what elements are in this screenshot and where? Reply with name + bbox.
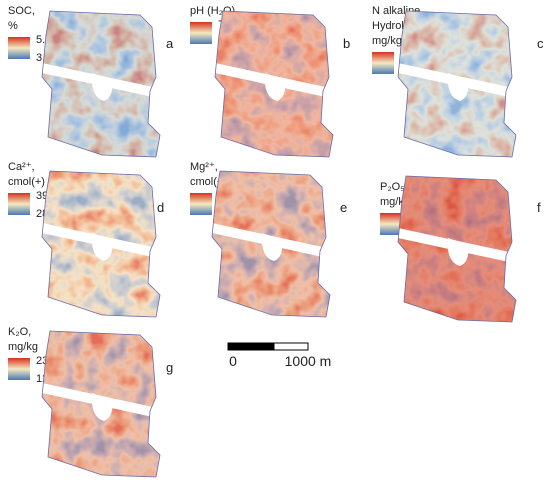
legend-title: K₂O, [8,326,31,338]
panel: P₂O₅,mg/kg8840f [380,175,541,323]
panel-letter: d [157,200,164,215]
color-bar [8,193,30,215]
legend-title: mg/kg [8,341,38,353]
panel-letter: g [166,360,173,375]
legend-title: mg/kg [372,35,402,47]
map [214,10,334,158]
map-outline [214,10,334,158]
color-bar [380,213,402,235]
legend-title: P₂O₅, [380,181,408,193]
map-outline [41,10,161,158]
map-outline [397,10,517,158]
legend-title: Ca²⁺, [8,161,35,173]
legend-title: Mg²⁺, [190,161,218,173]
map [41,10,161,158]
panel-letter: c [537,36,544,51]
color-bar [8,37,30,59]
panel: Mg²⁺,cmol(+) kg117e [190,161,347,318]
panel-letter: f [537,200,541,215]
map [397,10,517,158]
panel-letter: b [343,36,350,51]
map-outline [41,330,161,478]
map [397,175,517,323]
map [211,170,331,318]
color-bar [372,52,394,74]
map [41,170,161,318]
map-outline [41,170,161,318]
panel: pH (H₂O)7.16.1b [190,5,350,158]
scale-start: 0 [229,353,237,369]
panel: K₂O,mg/kg236124g [8,326,173,478]
panel: SOC,%5.63.6a [8,5,174,158]
scale-bar: 0 1000 m [227,342,332,369]
map-outline [397,175,517,323]
panel-letter: e [340,200,347,215]
legend-title: SOC, [8,5,35,17]
legend-title: % [8,20,18,32]
panel-letter: a [166,36,174,51]
color-bar [190,193,212,215]
legend-max: 39 [36,190,48,202]
map [41,330,161,478]
map-outline [211,170,331,318]
panel: N alkalineHydrolyzable,mg/kg224140c [372,5,544,158]
color-bar [190,22,212,44]
color-bar [8,358,30,380]
legend-title: cmol(+) kg [8,176,60,188]
scale-end: 1000 m [285,353,332,369]
